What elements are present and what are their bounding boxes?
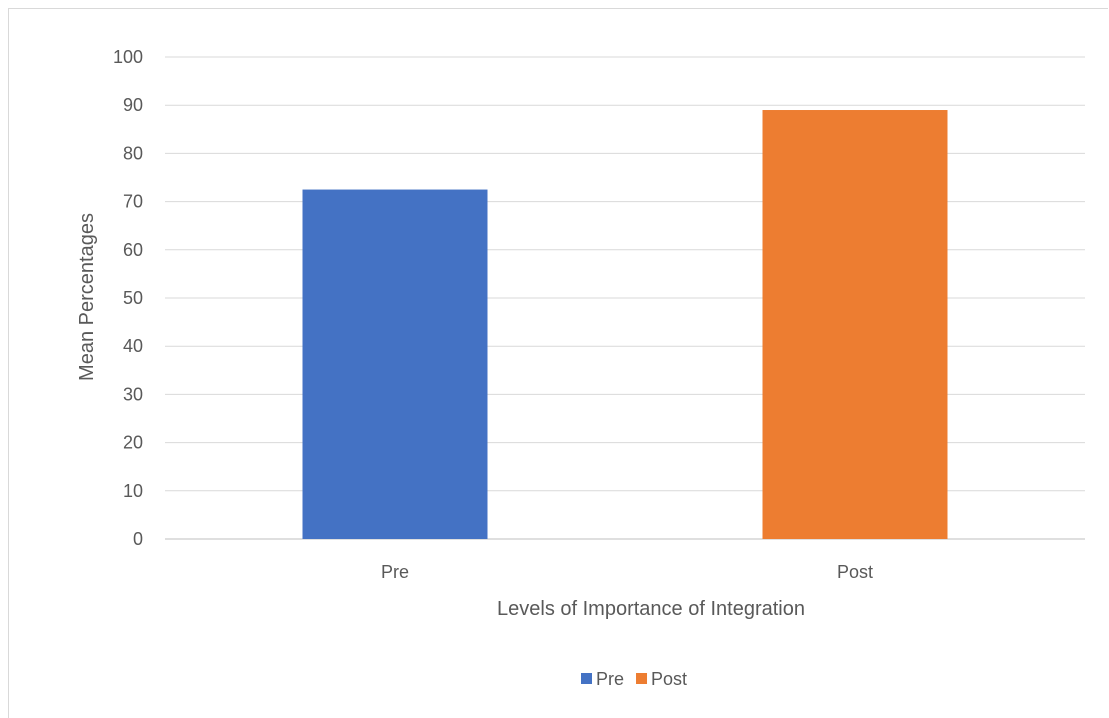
bar-pre <box>302 189 488 540</box>
y-tick-label: 100 <box>113 47 143 67</box>
x-axis-ticks: Pre Post <box>381 562 873 582</box>
y-tick-label: 80 <box>123 143 143 163</box>
y-tick-label: 50 <box>123 288 143 308</box>
legend: Pre Post <box>581 669 687 689</box>
x-tick-label: Pre <box>381 562 409 582</box>
y-tick-label: 90 <box>123 95 143 115</box>
y-tick-label: 10 <box>123 481 143 501</box>
bar-post <box>762 110 948 540</box>
legend-label: Post <box>651 669 687 689</box>
y-axis-label: Mean Percentages <box>76 213 98 381</box>
y-tick-label: 60 <box>123 240 143 260</box>
y-axis-ticks: 0 10 20 30 40 50 60 70 80 90 100 <box>113 47 143 549</box>
x-tick-label: Post <box>837 562 873 582</box>
y-tick-label: 40 <box>123 336 143 356</box>
bars <box>302 110 948 540</box>
chart-frame <box>8 8 1108 718</box>
y-tick-label: 20 <box>123 433 143 453</box>
y-tick-label: 0 <box>133 529 143 549</box>
legend-swatch <box>581 673 592 684</box>
y-tick-label: 70 <box>123 192 143 212</box>
x-axis-label: Levels of Importance of Integration <box>497 598 805 620</box>
y-tick-label: 30 <box>123 384 143 404</box>
legend-label: Pre <box>596 669 624 689</box>
legend-swatch <box>636 673 648 684</box>
